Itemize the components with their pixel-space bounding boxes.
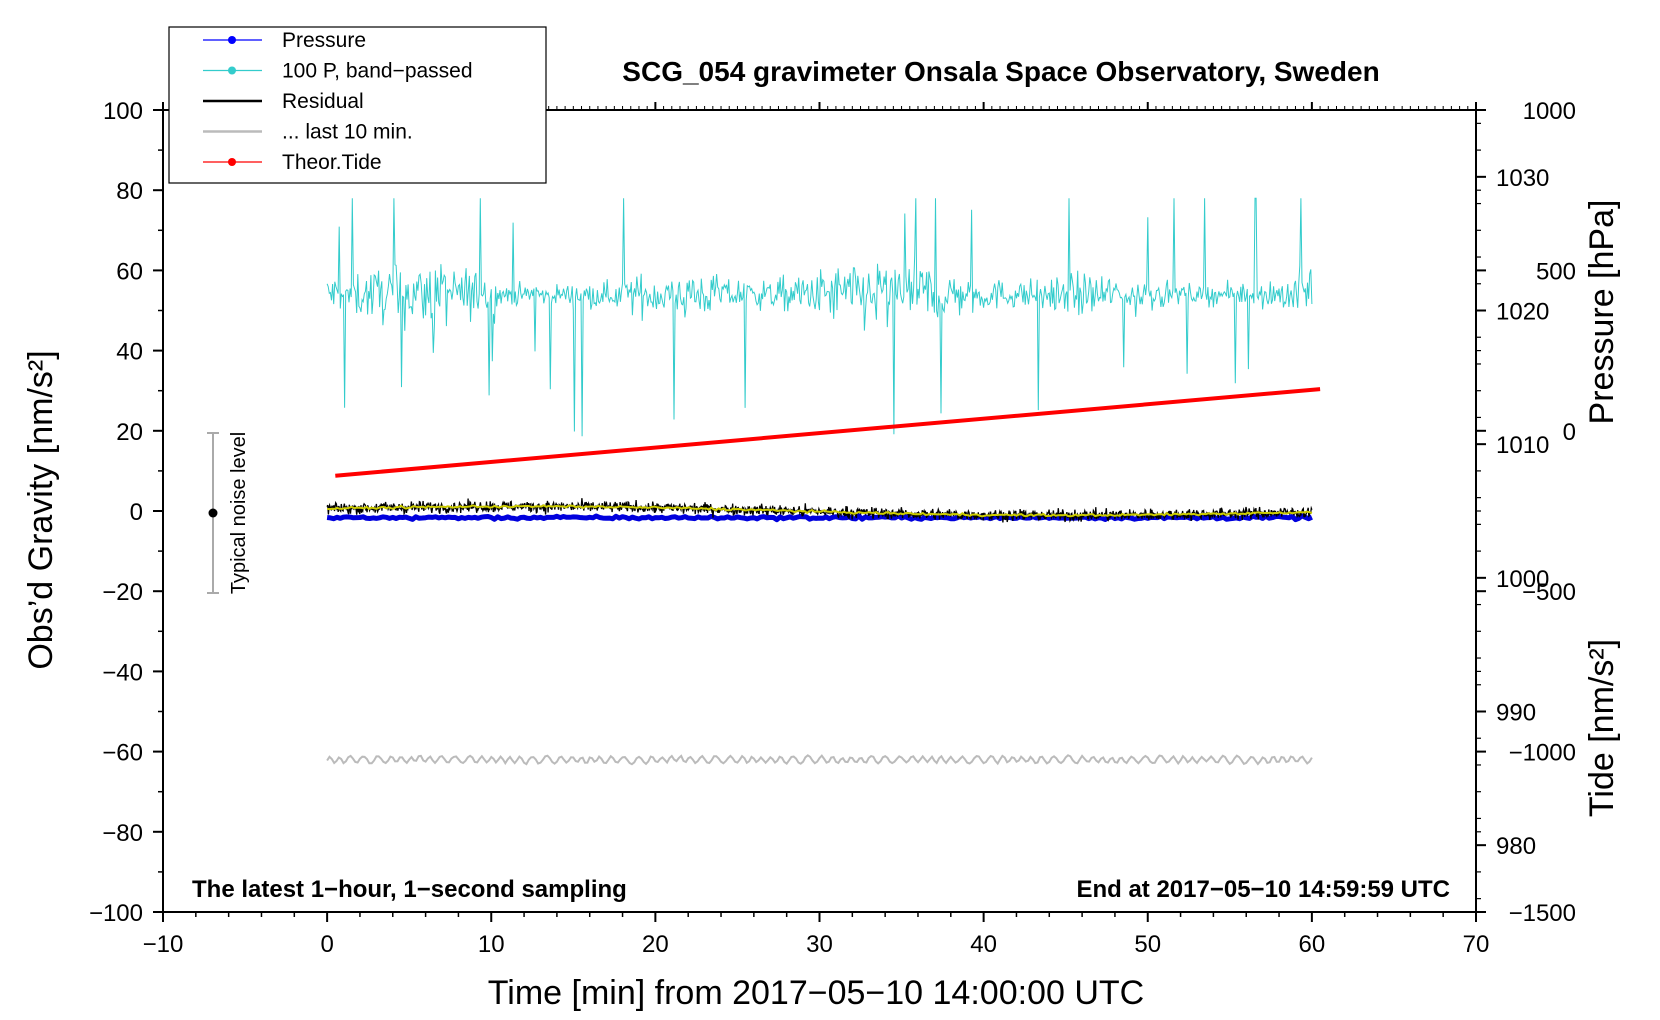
data-series: [326, 197, 1321, 766]
x-tick-label: −10: [143, 931, 184, 958]
y-tick-label: −20: [102, 579, 143, 606]
y-tick-label: 80: [116, 178, 143, 205]
legend-swatch-marker: [228, 66, 236, 75]
y-axis-label-pressure: Pressure [hPa]: [1583, 200, 1621, 425]
y-tick-label: 100: [103, 98, 143, 125]
y-axis-label-left: Obs’d Gravity [nm/s²]: [22, 350, 60, 669]
pressure-tick-label: 1030: [1496, 165, 1549, 192]
y-tick-label: −100: [89, 900, 143, 927]
x-tick-label: 70: [1463, 931, 1490, 958]
y-tick-label: 20: [116, 419, 143, 446]
y-tick-label: 40: [116, 339, 143, 366]
series-pressure-line: [326, 513, 1313, 523]
series-last-10-min-line: [326, 754, 1313, 766]
tide-tick-label: 0: [1563, 419, 1576, 446]
pressure-tick-label: 1000: [1496, 566, 1549, 593]
legend-label: Pressure: [282, 29, 366, 52]
tide-tick-label: −1500: [1509, 900, 1576, 927]
legend-swatch-marker: [228, 36, 236, 44]
y-tick-label: 60: [116, 258, 143, 285]
tide-tick-label: 1000: [1523, 98, 1576, 125]
tide-tick-label: −500: [1522, 579, 1576, 606]
y-tick-label: 0: [130, 499, 143, 526]
series-residual-smoothed-line: [327, 504, 1313, 518]
x-tick-label: 20: [642, 931, 669, 958]
series-theoretical-tide-line: [335, 387, 1321, 478]
x-axis-label: Time [min] from 2017−05−10 14:00:00 UTC: [488, 974, 1144, 1012]
axis-ticks: −10 0 10 20 30 40 50 60 70100806040200−20−40−60−…: [89, 98, 1576, 958]
tide-tick-label: 500: [1536, 258, 1576, 285]
y-tick-label: −40: [102, 659, 143, 686]
legend: Pressure 100 P, band−passed Residual ... la…: [168, 26, 547, 184]
annotation-end-time: End at 2017−05−10 14:59:59 UTC: [1076, 876, 1450, 903]
legend-box: [168, 26, 547, 184]
annotation-sampling: The latest 1−hour, 1−second sampling: [192, 876, 627, 903]
series-bandpassed-pressure-line: [326, 197, 1313, 437]
legend-swatch-marker: [228, 158, 236, 166]
pressure-tick-label: 1020: [1496, 299, 1549, 326]
chart-title: SCG_054 gravimeter Onsala Space Observat…: [622, 56, 1379, 87]
x-tick-label: 60: [1299, 931, 1326, 958]
y-axis-label-tide: Tide [nm/s²]: [1583, 639, 1621, 817]
x-tick-label: 30: [806, 931, 833, 958]
x-tick-label: 40: [970, 931, 997, 958]
pressure-tick-label: 1010: [1496, 432, 1549, 459]
pressure-tick-label: 980: [1496, 833, 1536, 860]
legend-label: ... last 10 min.: [282, 121, 413, 144]
noise-bar-center-dot: [208, 508, 218, 518]
noise-level-indicator: Typical noise level: [207, 432, 250, 594]
legend-label: 100 P, band−passed: [282, 60, 473, 83]
x-tick-label: 0: [320, 931, 333, 958]
x-tick-label: 50: [1134, 931, 1161, 958]
legend-label: Residual: [282, 90, 364, 113]
noise-bar-label: Typical noise level: [228, 432, 250, 594]
tide-tick-label: −1000: [1509, 740, 1576, 767]
y-tick-label: −80: [102, 820, 143, 847]
y-tick-label: −60: [102, 740, 143, 767]
legend-label: Theor.Tide: [282, 151, 382, 174]
x-tick-label: 10: [478, 931, 505, 958]
pressure-tick-label: 990: [1496, 700, 1536, 727]
